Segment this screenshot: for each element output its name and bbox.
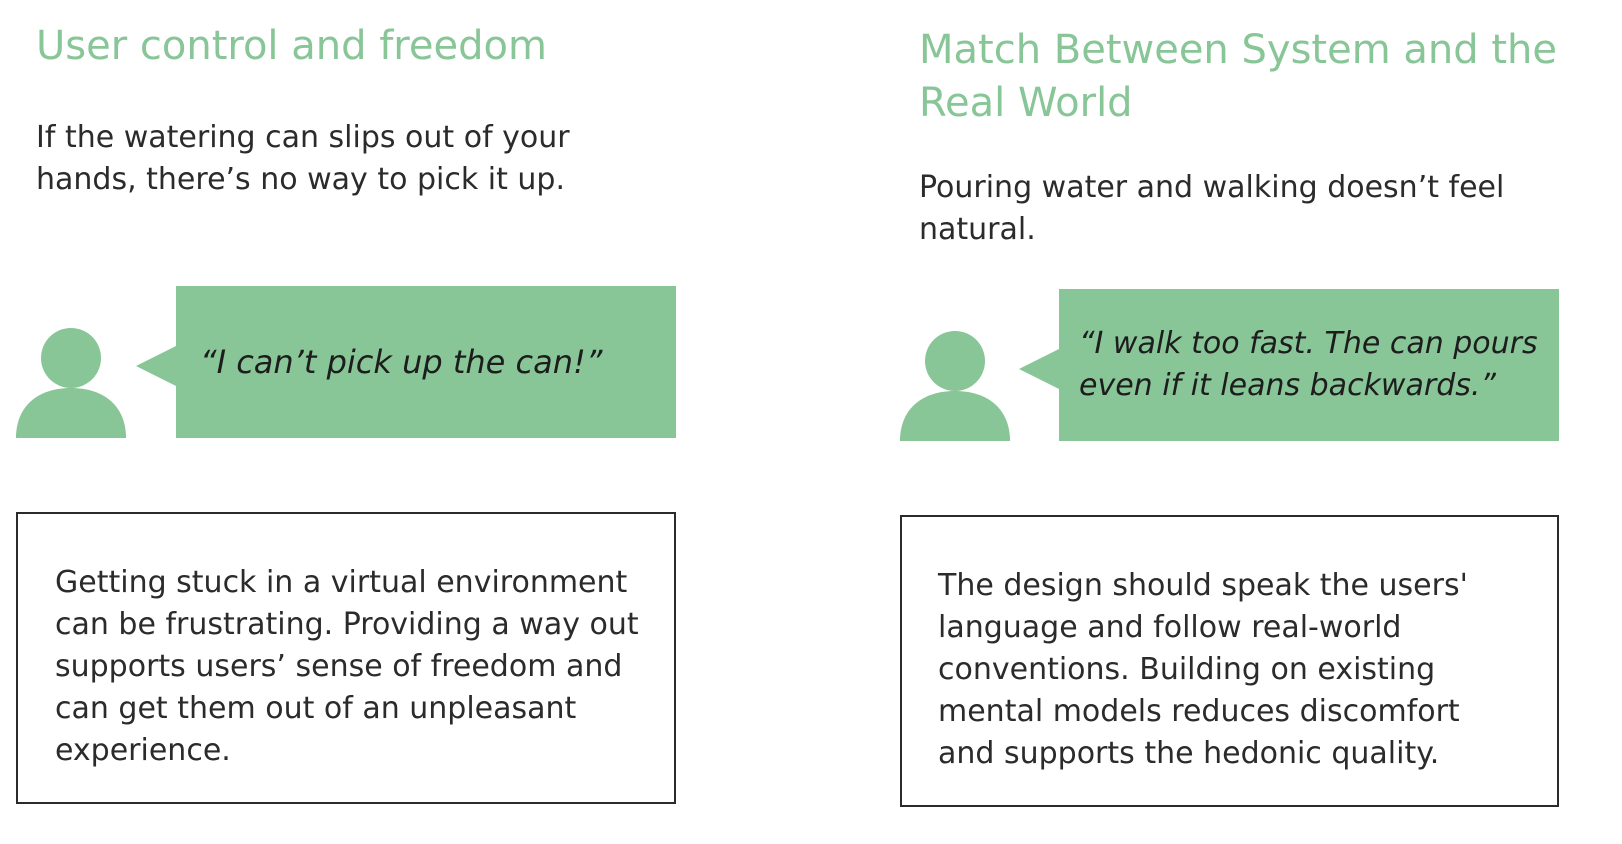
quote-line: “I can’t pick up the can!” [200,343,603,381]
quote-line: even if it leans backwards.” [1079,368,1496,403]
insight-line: can be frustrating. Providing a way out [55,607,639,642]
panel-title-line: User control and freedom [36,23,547,69]
insight-line: conventions. Building on existing [938,652,1436,687]
quote-line: “I walk too fast. The can pours [1079,326,1538,361]
speech-bubble-tail [1019,349,1059,389]
speech-bubble: “I walk too fast. The can pours even if … [1019,289,1559,441]
panel-title: User control and freedom [36,20,547,73]
speech-bubble: “I can’t pick up the can!” [136,286,676,438]
insight-box: The design should speak the users' langu… [900,515,1559,807]
problem-statement: Pouring water and walking doesn’t feel n… [919,167,1504,251]
problem-line: hands, there’s no way to pick it up. [36,162,565,197]
insight-text: The design should speak the users' langu… [938,565,1468,775]
panel-title-line: Match Between System and the [919,27,1557,73]
problem-line: If the watering can slips out of your [36,120,570,155]
speech-bubble-tail [136,346,176,386]
problem-statement: If the watering can slips out of your ha… [36,117,570,201]
problem-line: Pouring water and walking doesn’t feel [919,170,1505,205]
user-avatar-icon [900,331,1010,441]
problem-line: natural. [919,212,1036,247]
insight-line: The design should speak the users' [938,568,1468,603]
insight-line: supports users’ sense of freedom and [55,649,623,684]
user-quote: “I walk too fast. The can pours even if … [1079,323,1538,407]
insight-line: language and follow real-world [938,610,1402,645]
user-avatar-icon [16,328,126,438]
insight-line: experience. [55,733,231,768]
insight-line: Getting stuck in a virtual environment [55,565,628,600]
insight-box: Getting stuck in a virtual environment c… [16,512,676,804]
user-quote: “I can’t pick up the can!” [200,341,602,383]
insight-line: mental models reduces discomfort [938,694,1460,729]
heuristic-panel-match-real-world: Match Between System and the Real World … [895,0,1622,844]
panel-title: Match Between System and the Real World [919,24,1557,130]
heuristic-panel-user-control: User control and freedom If the watering… [0,0,760,844]
panel-title-line: Real World [919,80,1133,126]
insight-text: Getting stuck in a virtual environment c… [55,562,639,772]
insight-line: can get them out of an unpleasant [55,691,577,726]
insight-line: and supports the hedonic quality. [938,736,1440,771]
